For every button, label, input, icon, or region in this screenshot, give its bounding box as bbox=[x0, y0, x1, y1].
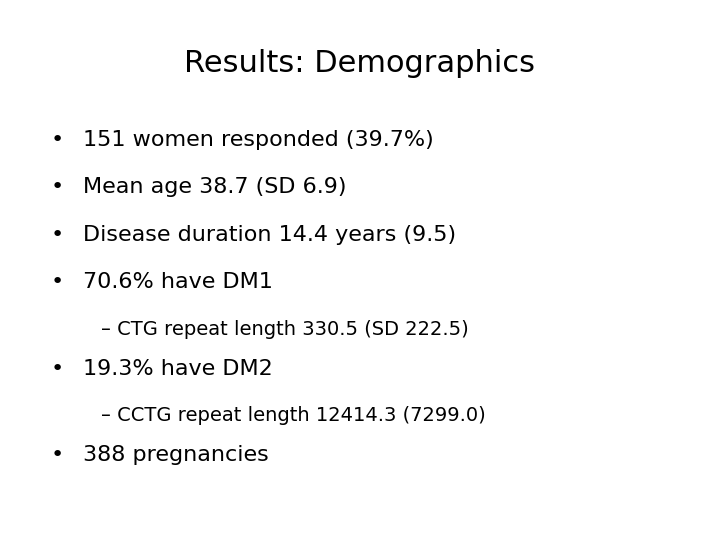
Text: – CCTG repeat length 12414.3 (7299.0): – CCTG repeat length 12414.3 (7299.0) bbox=[101, 406, 485, 425]
Text: 19.3% have DM2: 19.3% have DM2 bbox=[83, 359, 273, 379]
Text: •: • bbox=[50, 177, 63, 197]
Text: Disease duration 14.4 years (9.5): Disease duration 14.4 years (9.5) bbox=[83, 225, 456, 245]
Text: •: • bbox=[50, 130, 63, 150]
Text: – CTG repeat length 330.5 (SD 222.5): – CTG repeat length 330.5 (SD 222.5) bbox=[101, 320, 469, 339]
Text: •: • bbox=[50, 272, 63, 292]
Text: •: • bbox=[50, 225, 63, 245]
Text: •: • bbox=[50, 445, 63, 465]
Text: 151 women responded (39.7%): 151 women responded (39.7%) bbox=[83, 130, 433, 150]
Text: •: • bbox=[50, 359, 63, 379]
Text: 388 pregnancies: 388 pregnancies bbox=[83, 445, 269, 465]
Text: Mean age 38.7 (SD 6.9): Mean age 38.7 (SD 6.9) bbox=[83, 177, 346, 197]
Text: Results: Demographics: Results: Demographics bbox=[184, 49, 536, 78]
Text: 70.6% have DM1: 70.6% have DM1 bbox=[83, 272, 273, 292]
